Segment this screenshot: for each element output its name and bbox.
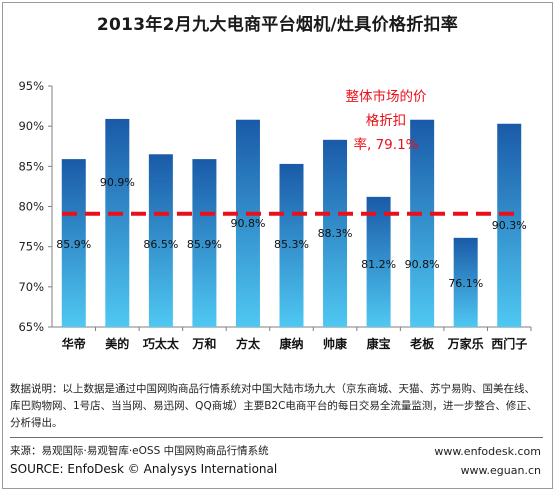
bar-美的: [105, 118, 130, 327]
site-eguan[interactable]: www.eguan.cn: [460, 464, 541, 477]
data-label: 90.9%: [100, 176, 135, 189]
x-tick-label: 万家乐: [447, 336, 484, 351]
data-label: 90.8%: [230, 217, 265, 230]
data-label: 90.3%: [492, 219, 527, 232]
x-tick-label: 康纳: [279, 336, 303, 351]
x-tick-label: 美的: [105, 336, 129, 351]
x-tick-label: 巧太太: [143, 336, 180, 351]
y-tick-label: 75%: [18, 240, 44, 254]
data-label: 85.3%: [274, 238, 309, 251]
bar-老板: [410, 119, 435, 328]
chart-title: 2013年2月九大电商平台烟机/灶具价格折扣率: [96, 15, 459, 35]
reference-annotation: 整体市场的价: [346, 88, 427, 105]
y-tick-label: 80%: [18, 200, 44, 214]
reference-annotation: 率, 79.1%: [354, 136, 419, 153]
bar-帅康: [323, 139, 348, 327]
bar-康纳: [279, 163, 304, 327]
data-label: 81.2%: [361, 258, 396, 271]
bar-万和: [192, 159, 217, 327]
x-tick-label: 帅康: [323, 336, 348, 351]
y-tick-label: 95%: [18, 79, 44, 93]
bar-西门子: [497, 123, 522, 327]
bar-康宝: [366, 196, 391, 327]
x-tick-label: 老板: [410, 336, 435, 351]
y-tick-label: 65%: [18, 320, 44, 334]
data-label: 76.1%: [448, 277, 483, 290]
x-tick-label: 万和: [191, 336, 216, 351]
bar-方太: [235, 119, 260, 328]
y-tick-label: 70%: [18, 280, 44, 294]
data-label: 85.9%: [56, 238, 91, 251]
x-tick-label: 华帝: [62, 336, 86, 351]
x-tick-label: 方太: [236, 336, 261, 351]
source-cn: 来源：易观国际·易观智库·eOSS 中国网购商品行情系统: [10, 445, 269, 457]
source-en: SOURCE: EnfoDesk © Analysys Internationa…: [10, 462, 278, 476]
bar-万家乐: [453, 237, 478, 327]
site-enfodesk[interactable]: www.enfodesk.com: [434, 445, 541, 458]
footer-divider: [10, 437, 543, 438]
reference-annotation: 格折扣: [366, 113, 407, 129]
y-tick-label: 90%: [18, 119, 44, 133]
x-tick-label: 康宝: [367, 336, 391, 351]
data-label: 86.5%: [143, 238, 178, 251]
data-label: 88.3%: [318, 227, 353, 240]
data-note: 数据说明：以上数据是通过中国网购商品行情系统对中国大陆市场九大（京东商城、天猫、…: [10, 383, 538, 429]
x-tick-label: 西门子: [491, 336, 527, 351]
bar-巧太太: [148, 154, 173, 327]
y-tick-label: 85%: [18, 159, 44, 173]
data-label: 85.9%: [187, 238, 222, 251]
bar-华帝: [61, 159, 86, 327]
data-label: 90.8%: [405, 258, 440, 271]
